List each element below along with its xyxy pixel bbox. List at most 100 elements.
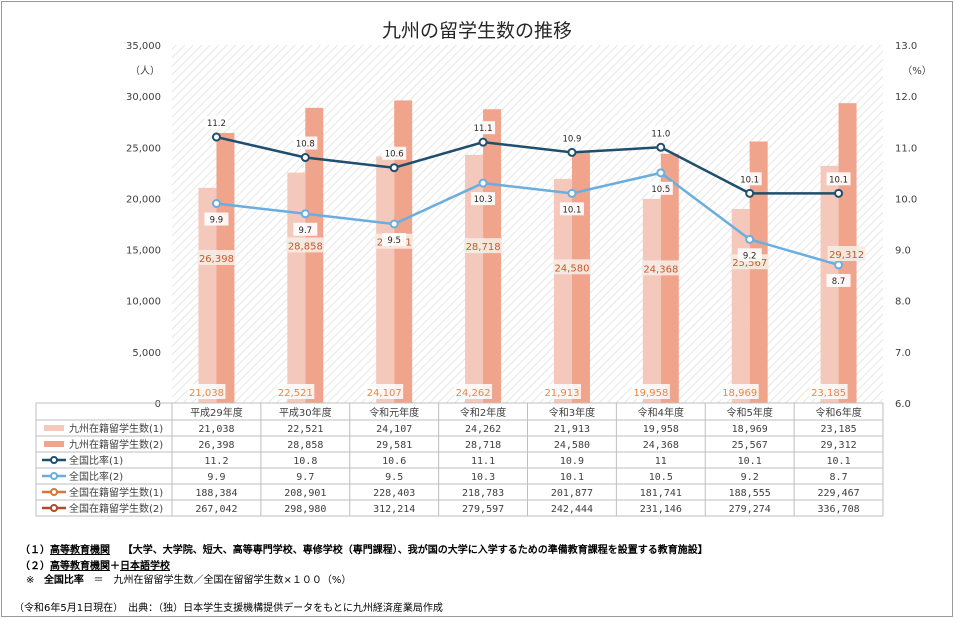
- table-cell: 10.1: [738, 456, 762, 467]
- note-2-term-a: 高等教育機関: [50, 561, 110, 572]
- table-cell: 25,567: [732, 440, 768, 451]
- legend-key-marker: [50, 472, 58, 480]
- legend-key-marker: [50, 456, 58, 464]
- line-2-label-bg: [471, 192, 496, 206]
- table-cell: 208,901: [284, 488, 326, 499]
- y-right-tick-label: 8.0: [895, 297, 911, 308]
- bar-1-label: 23,185: [811, 388, 846, 399]
- legend-key-marker: [50, 504, 58, 512]
- x-category-label: 令和2年度: [460, 406, 506, 419]
- line-1-label: 10.1: [829, 175, 848, 185]
- line-1-label-bg: [648, 126, 673, 140]
- table-cell: 11: [655, 456, 667, 467]
- note-2-plus: ＋: [110, 561, 120, 572]
- note-1-term: 高等教育機関: [50, 545, 110, 556]
- line-2-label-bg: [826, 273, 851, 287]
- table-cell: 10.5: [649, 472, 673, 483]
- line-2-marker: [834, 260, 844, 270]
- line-2-label: 8.7: [832, 277, 846, 287]
- legend-label: 全国比率(1): [69, 454, 123, 467]
- legend-label: 九州在籍留学生数(1): [69, 422, 163, 435]
- line-1-label: 10.8: [296, 140, 315, 150]
- y-left-tick-label: 35,000: [126, 41, 161, 52]
- line-2-label: 9.5: [387, 236, 401, 246]
- line-1-label: 10.9: [562, 134, 581, 144]
- bar-2: [394, 100, 413, 404]
- bar-1: [553, 178, 572, 403]
- line-2-label: 10.5: [651, 185, 670, 195]
- table-cell: 8.7: [830, 472, 848, 483]
- line-1-marker: [478, 137, 488, 147]
- bar-2-label: 29,312: [829, 250, 864, 261]
- bar-2-label-bg: [286, 237, 325, 253]
- bar-1-label-bg: [187, 384, 226, 399]
- bar-1-label-bg: [631, 384, 670, 399]
- y-left-tick-label: 5,000: [132, 348, 161, 359]
- line-2-label-bg: [559, 202, 584, 216]
- line-2-label-bg: [648, 181, 673, 195]
- y-left-unit: （人）: [130, 65, 160, 77]
- bar-2: [216, 132, 235, 403]
- legend-key-marker: [50, 488, 58, 496]
- legend-key-bar: [44, 425, 64, 431]
- line-1-label: 11.0: [651, 129, 670, 139]
- line-2-marker: [300, 209, 310, 219]
- bar-2-label: 28,718: [466, 242, 501, 253]
- line-2-label: 9.2: [743, 251, 757, 261]
- line-2-label-bg: [737, 248, 762, 262]
- bar-1-label-bg: [454, 384, 493, 399]
- table-cell: 24,368: [643, 440, 679, 451]
- note-1-desc: 【大学、大学院、短大、高等専門学校、専修学校（専門課程）、我が国の大学に入学する…: [122, 545, 708, 556]
- bar-1: [642, 198, 661, 403]
- y-right-tick-label: 11.0: [895, 143, 917, 154]
- table-cell: 24,107: [376, 424, 412, 435]
- table-cell: 279,274: [729, 504, 771, 515]
- table-cell: 21,913: [554, 424, 590, 435]
- table-cell: 10.3: [471, 472, 495, 483]
- x-category-label: 令和元年度: [369, 406, 419, 419]
- note-3: ※ 全国比率 ＝ 九州在留留学生数／全国在留留学生数×１００（%）: [26, 571, 351, 586]
- y-left-tick-label: 25,000: [126, 143, 161, 154]
- bar-2-label-bg: [827, 246, 866, 261]
- line-2-label: 10.3: [474, 195, 493, 205]
- bar-1-label: 19,958: [633, 388, 668, 399]
- line-1-label: 11.2: [207, 119, 226, 129]
- y-left-tick-label: 30,000: [126, 92, 161, 103]
- legend-label: 九州在籍留学生数(2): [69, 438, 163, 451]
- y-right-tick-label: 12.0: [895, 92, 917, 103]
- table-cell: 229,467: [817, 488, 859, 499]
- table-cell: 242,444: [551, 504, 593, 515]
- bar-2-label: 25,567: [732, 258, 767, 269]
- table-cell: 9.7: [296, 472, 314, 483]
- note-2-term-b: 日本語学校: [120, 561, 170, 572]
- table-cell: 188,555: [729, 488, 771, 499]
- bar-1-label-bg: [276, 384, 315, 399]
- table-cell: 11.1: [471, 456, 495, 467]
- line-1-label-bg: [559, 131, 584, 145]
- table-cell: 29,312: [821, 440, 857, 451]
- y-right-tick-label: 13.0: [895, 41, 917, 52]
- line-1-label: 10.6: [385, 150, 404, 160]
- table-cell: 279,597: [462, 504, 504, 515]
- y-right-tick-label: 9.0: [895, 246, 911, 257]
- note-1: （１）高等教育機関 【大学、大学院、短大、高等専門学校、専修学校（専門課程）、我…: [20, 541, 708, 556]
- table-cell: 9.2: [741, 472, 759, 483]
- bar-2: [749, 141, 768, 403]
- bar-2: [483, 109, 502, 403]
- line-2-label-bg: [204, 212, 229, 226]
- bar-1-label-bg: [542, 384, 581, 399]
- table-cell: 218,783: [462, 488, 504, 499]
- bar-1: [287, 172, 306, 403]
- table-cell: 336,708: [817, 504, 859, 515]
- bar-1-label-bg: [809, 384, 848, 399]
- line-1-label: 10.1: [740, 175, 759, 185]
- table-cell: 201,877: [551, 488, 593, 499]
- y-left-tick-label: 10,000: [126, 297, 161, 308]
- bar-2-label-bg: [552, 259, 591, 275]
- line-2-label-bg: [382, 233, 407, 246]
- line-1-marker: [745, 188, 755, 198]
- bar-2-label: 24,368: [643, 264, 678, 275]
- line-1-marker: [656, 142, 666, 152]
- line-1-label-bg: [737, 172, 762, 186]
- x-category-label: 令和3年度: [549, 406, 595, 419]
